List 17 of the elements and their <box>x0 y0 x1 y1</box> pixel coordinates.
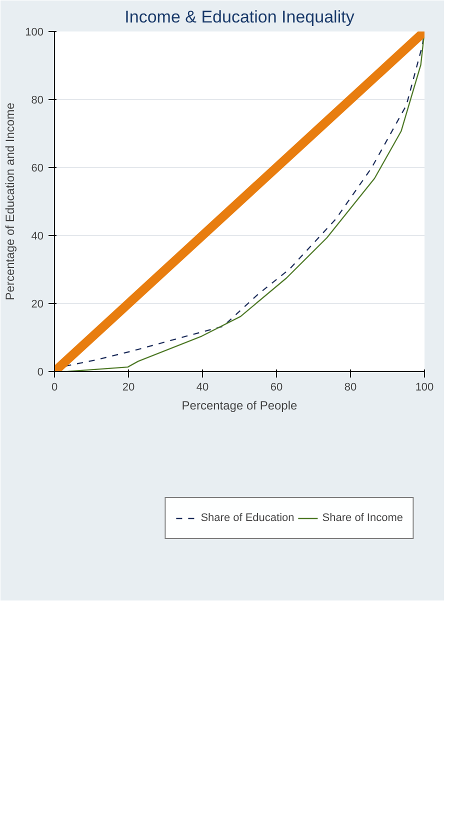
x-axis-title: Percentage of People <box>182 398 298 412</box>
chart-title: Income & Education Inequality <box>124 8 355 26</box>
x-tick-label: 0 <box>51 382 58 394</box>
legend-label: Share of Income <box>322 512 403 524</box>
y-tick-label: 100 <box>25 26 44 38</box>
x-tick-label: 100 <box>415 382 434 394</box>
x-tick-label: 40 <box>196 382 209 394</box>
x-tick-label: 60 <box>270 382 283 394</box>
y-tick-label: 0 <box>37 366 44 378</box>
x-tick-label: 80 <box>344 382 357 394</box>
legend-label: Share of Education <box>200 512 294 524</box>
y-tick-label: 40 <box>31 230 44 242</box>
y-tick-label: 60 <box>31 162 44 174</box>
y-axis-title: Percentage of Education and Income <box>3 102 18 300</box>
y-tick-label: 20 <box>31 298 44 310</box>
y-tick-label: 80 <box>31 94 44 106</box>
x-tick-label: 20 <box>122 382 135 394</box>
